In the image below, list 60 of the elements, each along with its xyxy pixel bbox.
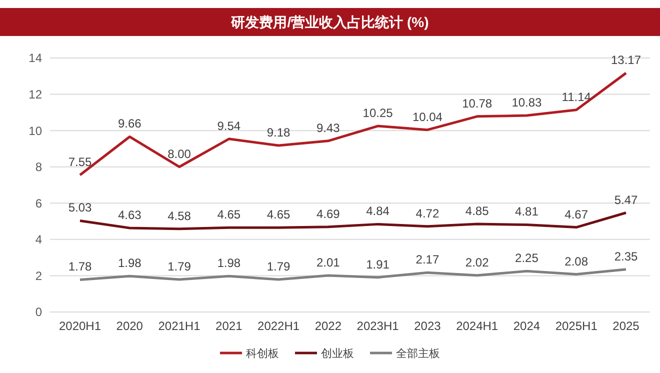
legend-label: 科创板: [246, 348, 279, 360]
text: 4.63: [118, 208, 142, 222]
text: 1.79: [266, 260, 290, 274]
x-tick-label: 2023H1: [356, 319, 400, 333]
x-tick-label: 2021H1: [158, 319, 201, 333]
text: 2.17: [416, 252, 440, 267]
x-tick-label: 2024H1: [456, 319, 498, 333]
text: 9.66: [118, 116, 142, 131]
text: 13.17: [610, 53, 642, 68]
text: 2.02: [465, 255, 489, 270]
y-tick-label: 12: [28, 87, 42, 102]
text: 1.98: [217, 256, 241, 270]
text: 4.69: [316, 206, 340, 221]
text: 2.08: [564, 254, 588, 268]
text: 4.67: [564, 207, 588, 222]
x-tick-label: 2025: [612, 319, 640, 333]
text: 9.18: [266, 125, 290, 140]
text: 9.54: [217, 118, 241, 133]
text: 1.98: [118, 256, 142, 270]
text: 10.04: [412, 110, 442, 124]
y-tick-label: 6: [35, 196, 42, 210]
legend-label: 创业板: [321, 346, 354, 360]
x-tick-label: 2021: [216, 319, 243, 333]
text: 8.00: [168, 146, 191, 161]
y-tick-label: 10: [28, 124, 42, 138]
text: 10.25: [362, 106, 393, 120]
text: 10.83: [512, 96, 542, 110]
y-tick-label: 8: [35, 160, 42, 174]
text: 4.65: [217, 208, 241, 222]
text: 4.65: [266, 208, 290, 222]
text: 1.79: [168, 260, 191, 274]
text: 1.78: [68, 260, 92, 274]
text: 2.35: [614, 249, 638, 264]
text: 4.81: [515, 204, 538, 219]
chart-title: 研发费用/营业收入占比统计 (%): [230, 14, 429, 30]
text: 9.43: [316, 120, 340, 135]
y-tick-label: 14: [28, 51, 42, 66]
text: 11.14: [562, 90, 591, 104]
x-tick-label: 2022H1: [258, 319, 300, 333]
y-tick-label: 4: [35, 232, 42, 247]
text: 4.84: [366, 204, 390, 218]
x-tick-label: 2020H1: [58, 319, 102, 333]
y-tick-label: 2: [35, 268, 42, 283]
x-tick-label: 2020: [116, 319, 144, 333]
text: 10.78: [462, 96, 492, 110]
x-tick-label: 2025H1: [555, 319, 598, 333]
text: 2.25: [515, 251, 538, 266]
x-tick-label: 2023: [414, 319, 442, 333]
x-tick-label: 2022: [314, 319, 342, 333]
x-tick-label: 2024: [513, 319, 540, 333]
text: 4.85: [465, 204, 489, 218]
text: 7.55: [68, 155, 92, 170]
legend-label: 全部主板: [396, 346, 440, 360]
text: 4.58: [168, 208, 191, 223]
text: 1.91: [366, 257, 390, 272]
text: 2.01: [316, 256, 340, 270]
y-tick-label: 0: [35, 305, 42, 320]
text: 4.72: [416, 206, 440, 220]
text: 5.47: [614, 192, 638, 207]
text: 5.03: [68, 200, 92, 215]
